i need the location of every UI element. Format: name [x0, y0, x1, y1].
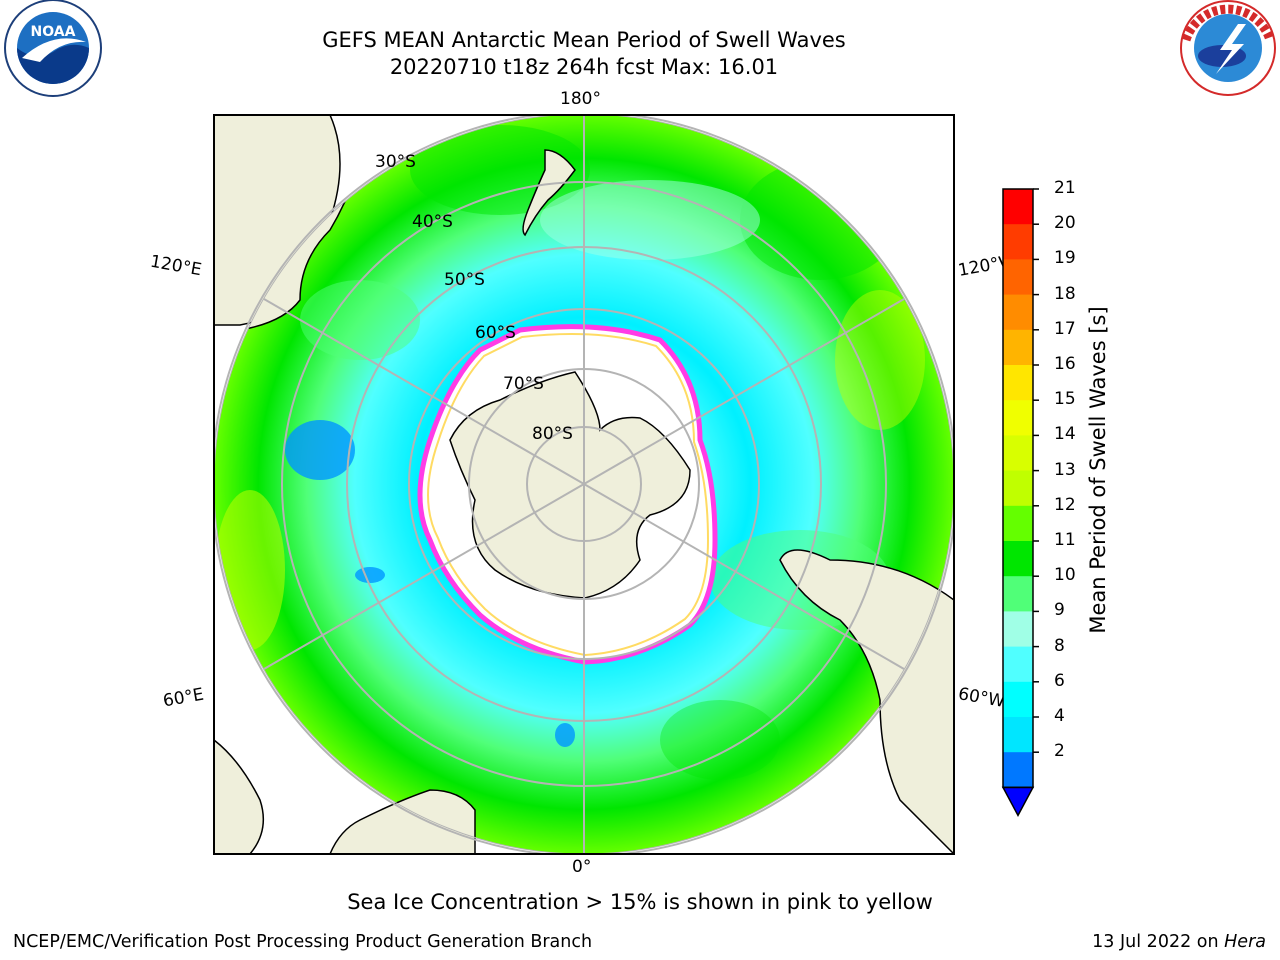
colorbar-tick-label: 10 — [1054, 565, 1076, 586]
lat-label-30: 30°S — [375, 152, 416, 172]
colorbar-segment — [1003, 400, 1033, 436]
lat-label-80: 80°S — [532, 424, 573, 444]
colorbar-tick-label: 4 — [1054, 706, 1065, 726]
colorbar-tick-label: 15 — [1054, 389, 1076, 410]
colorbar-segment — [1003, 294, 1033, 331]
colorbar-segment — [1003, 189, 1033, 225]
colorbar-extend-arrow — [1001, 786, 1035, 817]
colorbar-tick-label: 16 — [1054, 354, 1076, 374]
chart-title: GEFS MEAN Antarctic Mean Period of Swell… — [322, 28, 846, 52]
nws-logo — [1180, 0, 1276, 96]
footer-credit: NCEP/EMC/Verification Post Processing Pr… — [13, 932, 593, 952]
colorbar-tick-label: 19 — [1054, 248, 1076, 269]
sea-ice-caption: Sea Ice Concentration > 15% is shown in … — [347, 890, 933, 914]
colorbar-tick-label: 2 — [1054, 741, 1065, 762]
svg-text:NOAA: NOAA — [31, 24, 76, 40]
colorbar-segment — [1003, 259, 1033, 296]
colorbar-title: Mean Period of Swell Waves [s] — [1086, 306, 1110, 634]
colorbar-segment — [1003, 470, 1033, 507]
footer-host: Hera — [1224, 932, 1266, 952]
sea-ice-inner-edge — [427, 333, 710, 657]
lat-label-50: 50°S — [444, 270, 485, 290]
colorbar-segment — [1003, 681, 1033, 718]
colorbar-tick-label: 13 — [1054, 459, 1076, 480]
colorbar-segment — [1003, 505, 1033, 542]
colorbar-outline — [1002, 188, 1034, 789]
colorbar-segment — [1003, 224, 1033, 260]
lon-label-180: 180° — [560, 89, 601, 109]
colorbar-tick-label: 14 — [1054, 424, 1076, 445]
colorbar-segment — [1003, 365, 1033, 401]
colorbar-segment — [1003, 752, 1033, 788]
colorbar-segment — [1003, 646, 1033, 683]
colorbar-tick-label: 12 — [1054, 494, 1076, 515]
noaa-logo: NOAA — [4, 0, 102, 97]
colorbar-segment — [1003, 541, 1033, 577]
map-frame — [213, 114, 955, 855]
colorbar-tick-label: 9 — [1054, 600, 1065, 621]
colorbar-tick-label: 8 — [1054, 635, 1065, 656]
lon-label-0: 0° — [572, 857, 592, 877]
lat-label-70: 70°S — [503, 374, 544, 394]
colorbar-tick-label: 6 — [1054, 670, 1065, 691]
colorbar-tick-label: 21 — [1054, 178, 1076, 198]
colorbar-segment — [1003, 435, 1033, 472]
colorbar-segment — [1003, 717, 1033, 753]
colorbar-tick-label: 11 — [1054, 530, 1076, 550]
antarctica — [449, 371, 691, 599]
colorbar-tick-label: 20 — [1054, 213, 1076, 234]
lat-label-60: 60°S — [475, 323, 516, 343]
colorbar-segment — [1003, 329, 1033, 366]
colorbar-tick-label: 18 — [1054, 283, 1076, 304]
chart-subtitle: 20220710 t18z 264h fcst Max: 16.01 — [389, 55, 779, 79]
colorbar-segment — [1003, 611, 1033, 648]
colorbar-tick-label: 17 — [1054, 318, 1076, 339]
graticule — [214, 115, 954, 854]
lat-label-40: 40°S — [412, 212, 453, 232]
colorbar-segment — [1003, 576, 1033, 612]
footer-date: 13 Jul 2022 on Hera — [1092, 932, 1266, 952]
